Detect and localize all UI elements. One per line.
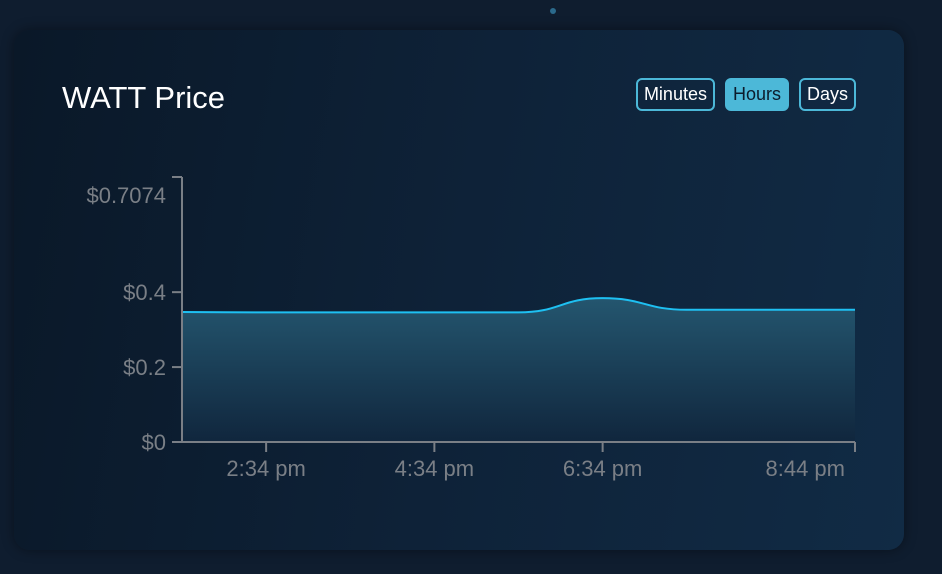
card-title: WATT Price [62, 80, 226, 115]
tab-minutes[interactable]: Minutes [635, 78, 715, 111]
x-tick-label: 4:34 pm [395, 456, 475, 481]
y-tick-label: $0.2 [123, 355, 166, 380]
tab-days[interactable]: Days [798, 78, 856, 111]
range-tabs: Minutes Hours Days [635, 78, 856, 111]
y-tick-label: $0 [142, 430, 166, 455]
price-area [182, 298, 855, 442]
price-card: WATT Price Minutes Hours Days [14, 30, 904, 550]
y-tick-label: $0.7074 [86, 183, 166, 208]
x-tick-label: 6:34 pm [563, 456, 643, 481]
y-tick-label: $0.4 [123, 280, 166, 305]
page-indicator-dot [550, 8, 556, 14]
price-line [181, 297, 855, 314]
tab-hours[interactable]: Hours [724, 78, 789, 111]
x-tick-label: 8:44 pm [766, 456, 846, 481]
x-tick-label: 2:34 pm [226, 456, 306, 481]
